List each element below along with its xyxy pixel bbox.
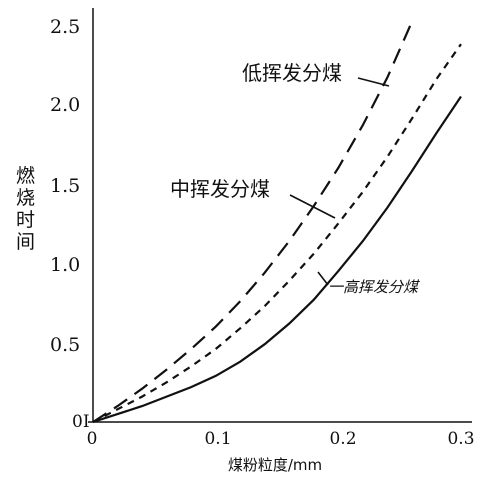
series-label-low-volatile: 低挥发分煤 bbox=[242, 61, 342, 85]
series-line-low-volatile bbox=[92, 21, 413, 423]
series-label-mid-volatile: 中挥发分煤 bbox=[170, 177, 270, 201]
y-tick-label: 0I bbox=[72, 412, 90, 432]
annotation-leader-low bbox=[357, 77, 390, 87]
y-tick-label: 2.5 bbox=[50, 16, 80, 38]
series-line-high-volatile bbox=[92, 95, 462, 424]
y-tick-label: 0.5 bbox=[50, 334, 80, 356]
y-axis-title: 燃烧时间 bbox=[16, 165, 35, 253]
x-axis-title: 煤粉粒度/mm bbox=[228, 456, 322, 474]
y-tick-label: 2.0 bbox=[50, 94, 80, 116]
x-tick-label: 0.2 bbox=[329, 429, 356, 449]
x-tick-label: 0 bbox=[87, 429, 98, 449]
series-line-mid-volatile bbox=[92, 43, 462, 423]
y-tick-label: 1.5 bbox=[50, 175, 80, 197]
x-tick-label: 0.3 bbox=[447, 429, 474, 449]
x-tick-label: 0.1 bbox=[204, 429, 231, 449]
annotation-leader-high bbox=[317, 271, 329, 286]
series-label-high-volatile: 一高挥发分煤 bbox=[328, 278, 420, 296]
y-tick-label: 1.0 bbox=[50, 254, 80, 276]
annotation-leader-mid bbox=[289, 194, 336, 219]
